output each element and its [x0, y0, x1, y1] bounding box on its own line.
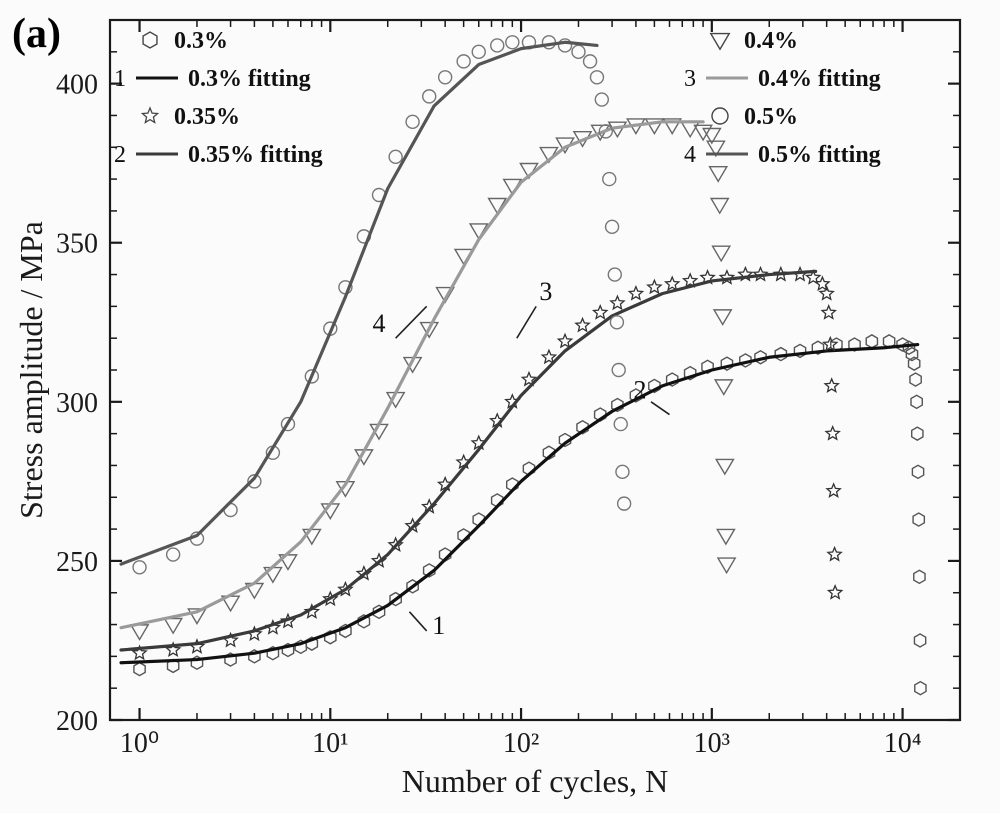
svg-text:4: 4: [373, 309, 386, 338]
svg-text:0.35%: 0.35%: [174, 104, 240, 130]
figure-container: { "figure": { "label": "(a)", "label_fon…: [0, 0, 1000, 813]
svg-text:10³: 10³: [694, 728, 730, 759]
svg-text:2: 2: [633, 376, 646, 405]
svg-text:Number of cycles, N: Number of cycles, N: [402, 763, 669, 799]
svg-text:4: 4: [684, 142, 696, 168]
svg-text:350: 350: [56, 229, 98, 260]
svg-text:0.4%: 0.4%: [744, 28, 798, 54]
svg-text:0.35% fitting: 0.35% fitting: [188, 142, 323, 168]
svg-text:300: 300: [56, 388, 98, 419]
svg-text:10⁰: 10⁰: [120, 728, 159, 759]
svg-text:10⁴: 10⁴: [884, 728, 922, 759]
svg-text:0.3%: 0.3%: [174, 28, 228, 54]
svg-text:10¹: 10¹: [312, 728, 348, 759]
svg-text:3: 3: [684, 66, 696, 92]
svg-text:3: 3: [539, 277, 552, 306]
panel-label: (a): [12, 10, 61, 58]
svg-text:0.5%: 0.5%: [744, 104, 798, 130]
svg-text:Stress amplitude / MPa: Stress amplitude / MPa: [13, 221, 49, 519]
svg-text:400: 400: [56, 70, 98, 101]
svg-text:250: 250: [56, 547, 98, 578]
svg-text:0.5% fitting: 0.5% fitting: [758, 142, 881, 168]
svg-text:0.4% fitting: 0.4% fitting: [758, 66, 881, 92]
svg-text:10²: 10²: [503, 728, 539, 759]
fatigue-chart: 10⁰ 10¹ 10² 10³ 10⁴ Number of cycles, N 200 250…: [0, 0, 1000, 813]
svg-text:1: 1: [432, 611, 445, 640]
svg-text:1: 1: [114, 66, 126, 92]
svg-text:0.3% fitting: 0.3% fitting: [188, 66, 311, 92]
svg-text:2: 2: [114, 142, 126, 168]
svg-text:200: 200: [56, 706, 98, 737]
